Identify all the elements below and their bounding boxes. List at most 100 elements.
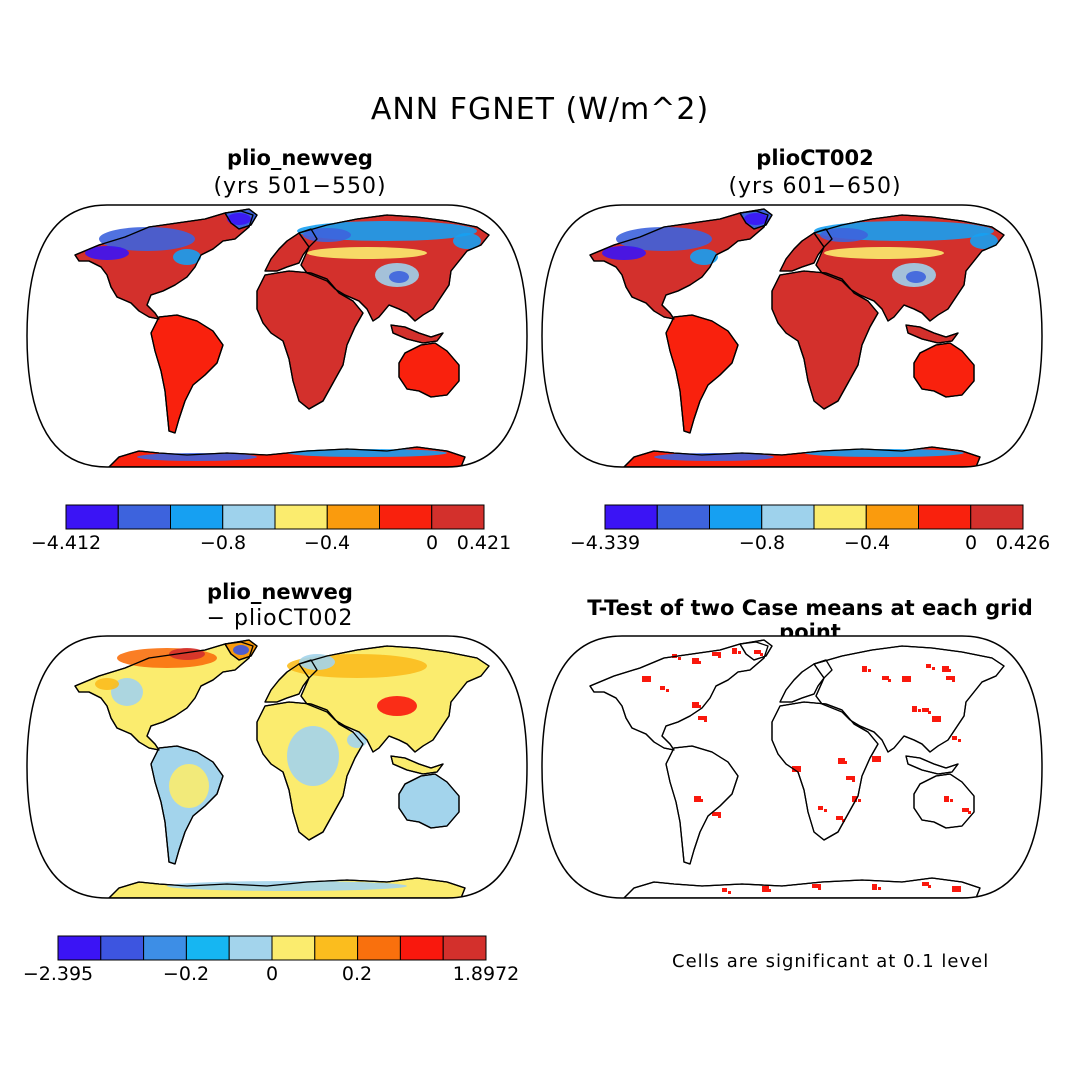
field-patch (970, 233, 998, 249)
colorbar-1-label-max: 0.421 (456, 532, 512, 554)
significant-cell (868, 669, 871, 672)
significant-cell (692, 702, 699, 708)
significant-cell (738, 651, 741, 654)
colorbar-swatch (709, 504, 763, 530)
significant-cell (852, 779, 855, 782)
significant-cell (836, 816, 843, 820)
colorbar-1-label: −0.8 (199, 532, 247, 554)
colorbar-swatch (57, 935, 102, 961)
map-frame (541, 635, 1043, 899)
significant-cell (932, 667, 935, 670)
field-patch (906, 271, 926, 283)
colorbar-swatch (314, 935, 359, 961)
colorbar-swatch (117, 504, 171, 530)
significant-cell (878, 759, 881, 762)
map-panel-difference (26, 635, 528, 899)
significant-cell (952, 679, 955, 682)
significant-cell (798, 769, 801, 772)
colorbar-panel-2 (604, 504, 1024, 530)
significant-cell (838, 758, 845, 764)
significant-cell (642, 676, 651, 682)
significant-cell (666, 689, 669, 692)
field-patch (690, 249, 718, 265)
significant-cell (694, 796, 701, 802)
significant-cell (844, 761, 847, 764)
colorbar-1-label-min: −4.412 (30, 532, 102, 554)
map-panel-plioct002 (541, 204, 1043, 468)
significant-cell (700, 799, 703, 802)
field-patch (616, 227, 712, 251)
significant-cell (818, 887, 821, 890)
colorbar-1-label: −0.4 (303, 532, 351, 554)
significant-cell (698, 661, 701, 664)
field-patch (654, 453, 774, 461)
significant-cell (824, 809, 827, 812)
field-patch (453, 233, 481, 249)
significant-cell (760, 653, 763, 656)
colorbar-swatch (143, 935, 187, 961)
colorbar-swatch (326, 504, 380, 530)
panel-4-title: T-Test of two Case means at each grid po… (587, 596, 1033, 644)
colorbar-panel-1 (65, 504, 485, 530)
significant-cell (660, 686, 665, 690)
panel-3-subtitle: − plioCT002 (206, 606, 354, 631)
map-frame (26, 635, 528, 899)
significant-cell (704, 719, 707, 722)
significant-cell (678, 657, 681, 660)
significant-cell (926, 664, 931, 668)
significant-cell (942, 666, 949, 672)
colorbar-swatch (274, 504, 328, 530)
significant-cell (818, 806, 823, 810)
colorbar-2-label: −0.8 (738, 532, 786, 554)
colorbar-swatch (761, 504, 815, 530)
colorbar-swatch (357, 935, 401, 961)
colorbar-swatch (604, 504, 658, 530)
significant-cell (878, 887, 881, 890)
significant-cell (852, 796, 857, 802)
significant-cell (762, 886, 769, 892)
significant-cell (932, 716, 941, 722)
field-patch (111, 678, 143, 706)
significant-cell (958, 889, 961, 892)
colorbar-3-label: −0.2 (162, 963, 210, 985)
significant-cell (718, 815, 721, 818)
significant-cell (948, 669, 951, 672)
colorbar-swatch (865, 504, 919, 530)
field-patch (389, 271, 409, 283)
colorbar-swatch (170, 504, 224, 530)
colorbar-swatch (222, 504, 276, 530)
field-patch (299, 654, 335, 670)
colorbar-swatch (918, 504, 972, 530)
panel-1-subtitle: (yrs 501−550) (213, 174, 387, 199)
significant-cell (846, 776, 855, 780)
map-frame (26, 204, 528, 468)
field-patch (173, 249, 201, 265)
significant-cell (768, 889, 771, 892)
field-patch (804, 449, 964, 457)
significant-cell (858, 799, 861, 802)
significant-cell (928, 711, 931, 714)
significant-cell (872, 756, 881, 762)
colorbar-1-label: 0 (425, 532, 439, 554)
colorbar-swatch (271, 935, 316, 961)
field-patch (602, 246, 646, 260)
significant-cell (722, 888, 727, 892)
significant-cell (944, 796, 949, 802)
significant-cell (882, 676, 889, 680)
colorbar-swatch (379, 504, 433, 530)
map-panel-ttest (541, 635, 1043, 899)
colorbar-3-label-min: −2.395 (22, 963, 94, 985)
colorbar-3-label: 0 (265, 963, 279, 985)
significant-cell (946, 676, 955, 680)
significant-cell (922, 882, 929, 886)
field-patch (824, 247, 944, 259)
significant-cell (698, 716, 707, 720)
field-patch (303, 228, 351, 242)
field-patch (99, 227, 195, 251)
significant-cell (872, 884, 877, 890)
panel-2-subtitle: (yrs 601−650) (728, 174, 902, 199)
colorbar-swatch (100, 935, 145, 961)
panel-3-title: plio_newveg (207, 580, 353, 604)
field-patch (744, 213, 768, 225)
significant-cell (938, 719, 941, 722)
